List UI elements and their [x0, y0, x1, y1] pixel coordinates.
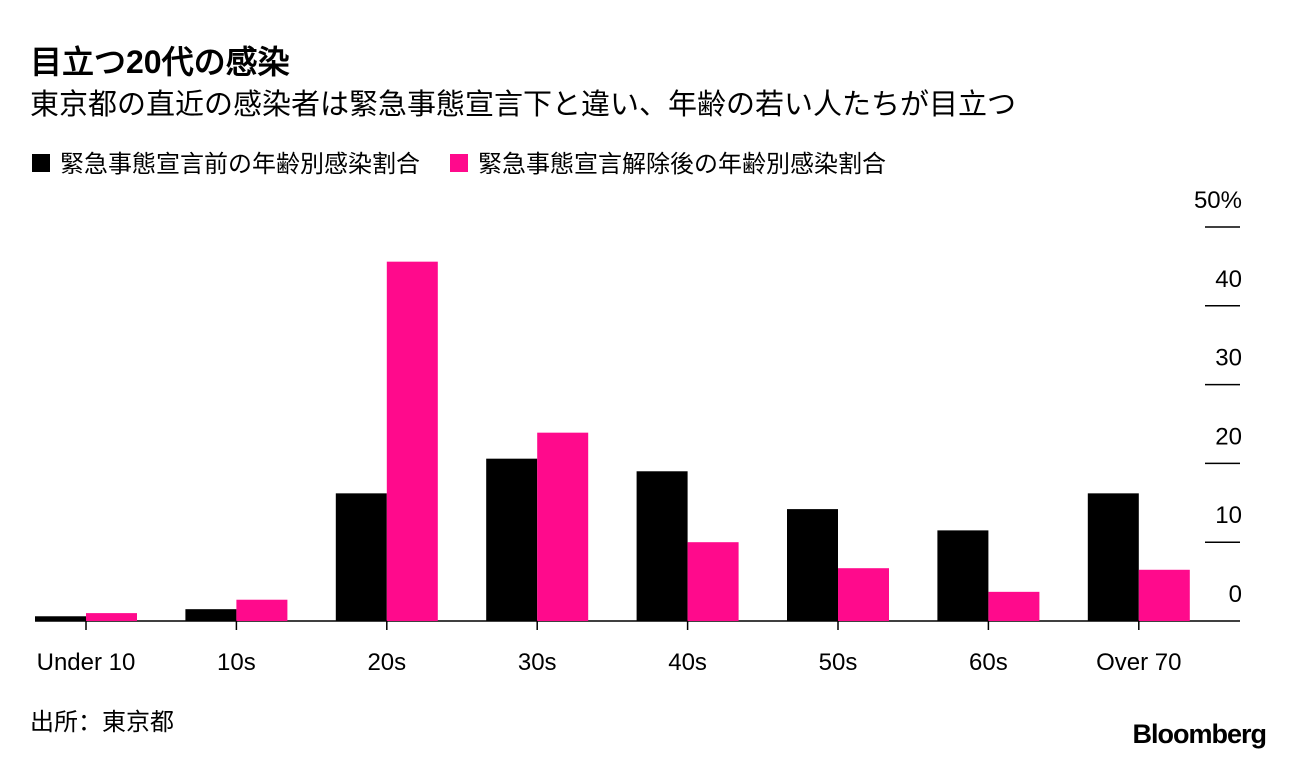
- y-tick-label: 20: [1215, 423, 1242, 450]
- y-tick-label: 10: [1215, 502, 1242, 529]
- bar: [937, 530, 989, 621]
- bar: [486, 458, 538, 621]
- x-tick-label: 20s: [367, 649, 406, 676]
- bar: [787, 509, 838, 621]
- bar: [1087, 493, 1139, 621]
- x-tick-label: 50s: [819, 649, 858, 676]
- bar: [236, 599, 288, 621]
- legend-label: 緊急事態宣言前の年齢別感染割合: [60, 151, 420, 178]
- bar: [35, 616, 86, 621]
- x-tick-label: Over 70: [1096, 649, 1181, 676]
- bar: [838, 568, 889, 621]
- brand-logo: Bloomberg: [1132, 719, 1266, 749]
- bar: [687, 542, 739, 621]
- chart-title: 目立つ20代の感染: [30, 44, 290, 80]
- x-tick-label: 60s: [969, 649, 1008, 676]
- bar: [1138, 569, 1190, 621]
- legend-label: 緊急事態宣言解除後の年齢別感染割合: [478, 151, 886, 178]
- y-tick-label: 0: [1229, 581, 1242, 608]
- legend-swatch: [32, 154, 50, 172]
- bar: [988, 591, 1040, 621]
- x-tick-label: Under 10: [37, 649, 136, 676]
- x-tick-label: 10s: [217, 649, 256, 676]
- bar: [537, 432, 589, 621]
- y-tick-label: 50%: [1194, 187, 1242, 214]
- x-tick-label: 30s: [518, 649, 557, 676]
- bar: [86, 613, 137, 621]
- y-tick-label: 40: [1215, 266, 1242, 293]
- y-tick-label: 30: [1215, 345, 1242, 372]
- source: 出所：東京都: [30, 709, 174, 736]
- bar: [335, 493, 387, 621]
- bar: [386, 261, 438, 621]
- chart-subtitle: 東京都の直近の感染者は緊急事態宣言下と違い、年齢の若い人たちが目立つ: [30, 88, 1016, 121]
- bar: [185, 609, 237, 621]
- bar: [636, 471, 688, 621]
- x-tick-label: 40s: [668, 649, 707, 676]
- legend-swatch: [450, 154, 468, 172]
